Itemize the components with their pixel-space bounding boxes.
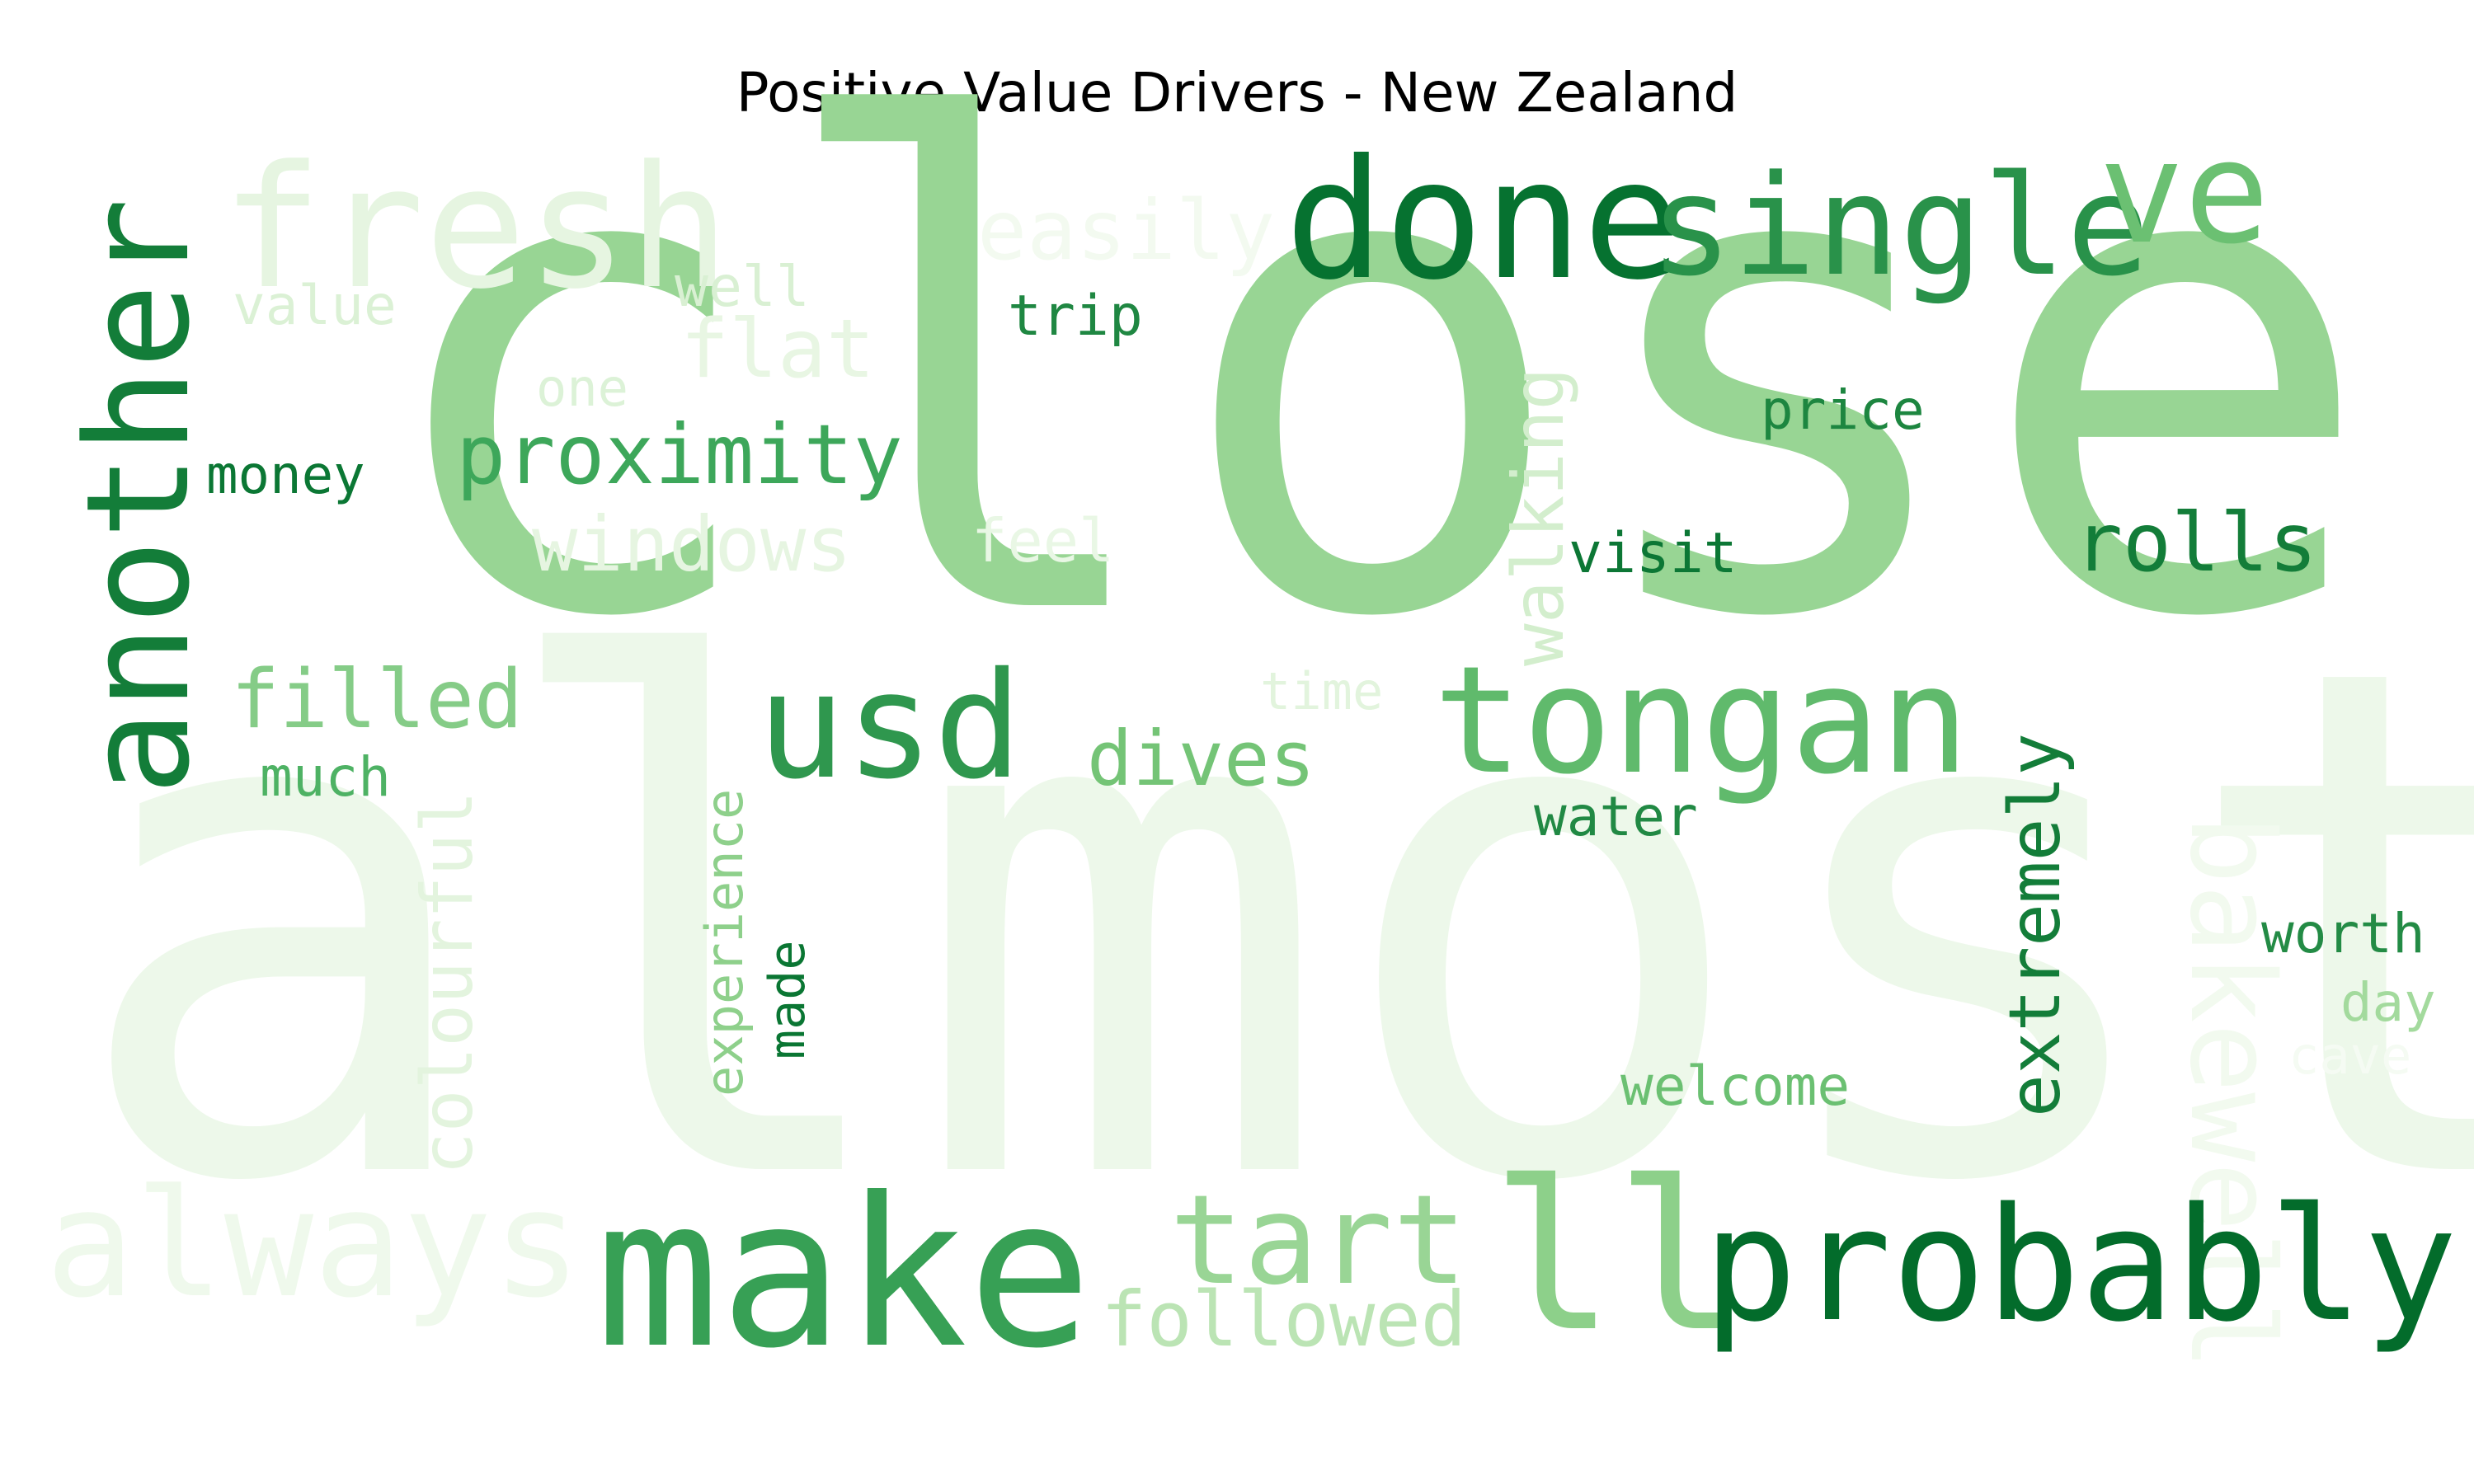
word-visit: visit bbox=[1569, 521, 1738, 586]
chart-title: Positive Value Drivers - New Zealand bbox=[736, 61, 1738, 124]
word-ll: ll bbox=[1491, 1137, 1740, 1377]
word-rolls: rolls bbox=[2074, 496, 2318, 590]
word-well: well bbox=[675, 255, 810, 320]
word-made: made bbox=[759, 940, 816, 1060]
word-tongan: tongan bbox=[1433, 635, 1970, 807]
word-usd: usd bbox=[757, 641, 1023, 811]
word-trip: trip bbox=[1008, 284, 1143, 349]
word-done: done bbox=[1285, 124, 1682, 317]
word-always: always bbox=[45, 1158, 582, 1331]
word-welcome: welcome bbox=[1620, 1054, 1851, 1118]
word-day: day bbox=[2340, 973, 2436, 1034]
word-extremely: extremely bbox=[1994, 733, 2077, 1117]
word-proximity: proximity bbox=[456, 406, 903, 503]
word-ve: ve bbox=[2099, 110, 2270, 275]
word-single: single bbox=[1649, 145, 2150, 307]
word-easily: easily bbox=[977, 182, 1276, 279]
word-tart: tart bbox=[1169, 1169, 1468, 1313]
word-time: time bbox=[1260, 661, 1384, 721]
word-much: much bbox=[260, 745, 391, 809]
word-money: money bbox=[206, 445, 365, 506]
word-one: one bbox=[536, 358, 628, 418]
word-almost: almost bbox=[66, 519, 2474, 1335]
word-close: close bbox=[367, 0, 2378, 763]
word-another: another bbox=[55, 198, 221, 796]
word-feel: feel bbox=[971, 506, 1115, 575]
word-probably: probably bbox=[1703, 1174, 2458, 1356]
word-dives: dives bbox=[1087, 715, 1315, 803]
word-cave: cave bbox=[2288, 1026, 2412, 1086]
word-followed: followed bbox=[1101, 1275, 1467, 1364]
word-filled: filled bbox=[231, 653, 524, 747]
word-value: value bbox=[233, 274, 397, 337]
word-fresh: fresh bbox=[221, 130, 731, 326]
word-price: price bbox=[1761, 378, 1925, 442]
word-worth: worth bbox=[2261, 902, 2425, 965]
word-experience: experience bbox=[694, 788, 755, 1097]
word-colourful: colourful bbox=[407, 791, 489, 1175]
word-make: make bbox=[595, 1153, 1093, 1393]
word-walking: walking bbox=[1498, 367, 1580, 666]
word-water: water bbox=[1534, 785, 1698, 848]
word-windows: windows bbox=[532, 500, 852, 589]
word-flat: flat bbox=[680, 303, 876, 397]
